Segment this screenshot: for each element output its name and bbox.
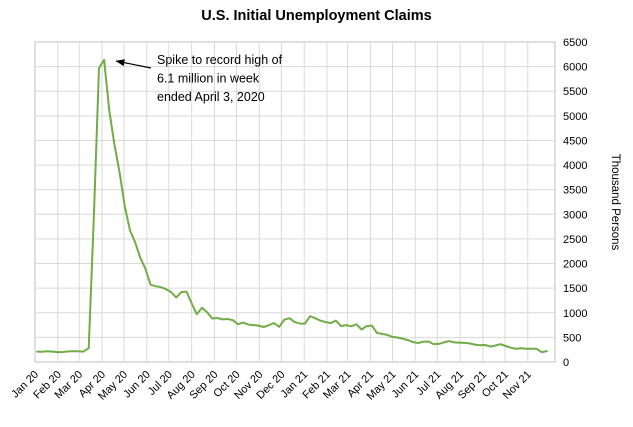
- y-tick-label: 0: [563, 357, 569, 369]
- chart-title: U.S. Initial Unemployment Claims: [201, 8, 432, 24]
- y-tick-label: 1000: [563, 308, 587, 320]
- y-tick-label: 4000: [563, 160, 587, 172]
- y-tick-label: 5000: [563, 111, 587, 123]
- y-axis-title: Thousand Persons: [609, 154, 621, 251]
- y-tick-label: 2500: [563, 234, 587, 246]
- y-tick-label: 6000: [563, 62, 587, 74]
- y-tick-label: 1500: [563, 283, 587, 295]
- y-tick-label: 4500: [563, 135, 587, 147]
- annotation-line: ended April 3, 2020: [157, 90, 265, 104]
- annotation-arrow: [115, 59, 152, 69]
- y-tick-label: 6500: [563, 37, 587, 49]
- y-tick-label: 3500: [563, 185, 587, 197]
- annotation-line: Spike to record high of: [157, 53, 283, 67]
- y-tick-label: 3000: [563, 209, 587, 221]
- annotation-line: 6.1 million in week: [157, 72, 260, 86]
- y-tick-label: 2000: [563, 259, 587, 271]
- y-tick-label: 5500: [563, 86, 587, 98]
- y-tick-label: 500: [563, 332, 581, 344]
- claims-line: [36, 58, 548, 354]
- plot-area: [34, 41, 556, 363]
